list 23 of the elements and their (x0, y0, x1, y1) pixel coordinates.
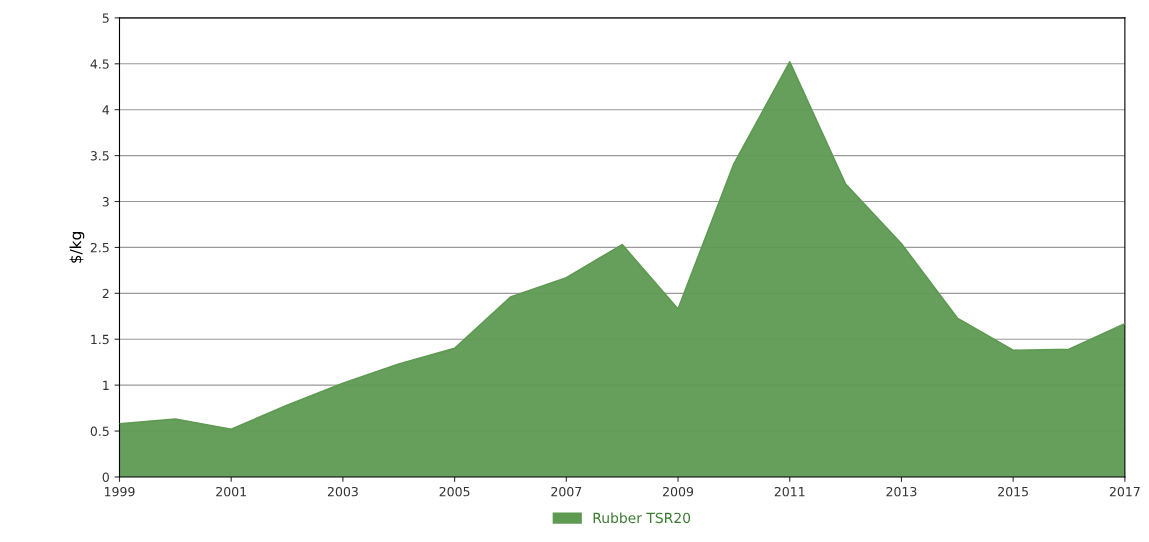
y-tick-label: 0 (102, 472, 109, 482)
legend-label: Rubber TSR20 (593, 512, 691, 524)
x-tick-label: 2009 (663, 486, 694, 497)
x-tick-label: 2005 (439, 486, 470, 497)
y-tick-label: 1 (103, 380, 109, 390)
x-tick-label: 2007 (551, 486, 582, 497)
y-tick-label: 4 (102, 105, 110, 115)
x-tick-label: 2017 (1109, 486, 1140, 497)
x-tick-label: 2013 (886, 486, 917, 497)
x-tick-label: 2001 (216, 486, 246, 497)
x-tick-label: 2011 (774, 486, 805, 497)
y-axis-title: $/kg (69, 232, 85, 263)
y-tick-label: 3.5 (90, 151, 109, 161)
y-tick-label: 4.5 (90, 59, 109, 69)
y-tick-label: 0.5 (90, 426, 109, 436)
y-tick-label: 2.5 (90, 242, 109, 253)
y-tick-label: 1.5 (91, 334, 109, 345)
x-tick-label: 2003 (327, 486, 358, 497)
y-tick-label: 5 (102, 13, 109, 23)
y-tick-label: 2 (102, 288, 109, 299)
x-tick-label: 1999 (104, 486, 135, 497)
x-tick-label: 2015 (998, 486, 1028, 497)
y-tick-label: 3 (102, 196, 109, 207)
